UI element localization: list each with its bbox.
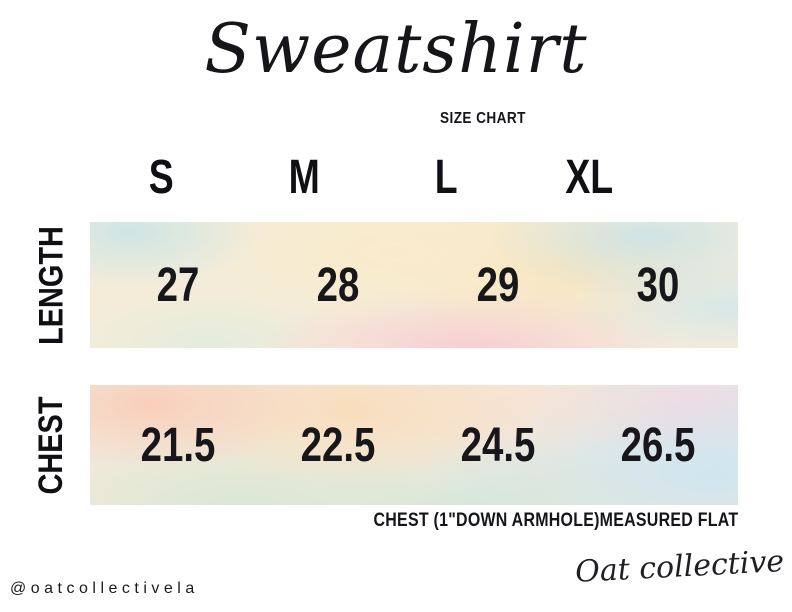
length-value-l: 29 [476, 258, 520, 312]
size-header-xl: XL [564, 151, 613, 204]
chest-value-xl: 26.5 [620, 418, 696, 472]
chest-row-band: 21.5 22.5 24.5 26.5 [90, 385, 738, 505]
chest-value-l: 24.5 [460, 418, 536, 472]
size-header-row: S M L XL [90, 150, 660, 204]
chest-value-m: 22.5 [300, 418, 376, 472]
row-label-length: LENGTH [26, 222, 78, 348]
length-row-band: 27 28 29 30 [90, 222, 738, 348]
length-value-m: 28 [316, 258, 360, 312]
row-label-length-text: LENGTH [32, 225, 71, 345]
row-label-chest-text: CHEST [32, 396, 71, 494]
row-label-chest: CHEST [26, 385, 78, 505]
length-value-s: 27 [156, 258, 200, 312]
size-header-s: S [148, 151, 174, 204]
measurement-note: CHEST (1"DOWN ARMHOLE)MEASURED FLAT [373, 510, 738, 531]
page-subtitle: SIZE CHART [440, 110, 526, 127]
size-header-l: L [434, 151, 458, 204]
chest-value-s: 21.5 [140, 418, 216, 472]
social-handle: @oatcollectivela [10, 580, 199, 597]
length-value-xl: 30 [636, 258, 680, 312]
page-title: Sweatshirt [204, 10, 588, 89]
size-header-m: M [288, 151, 320, 204]
brand-signature: Oat collective [574, 544, 785, 590]
